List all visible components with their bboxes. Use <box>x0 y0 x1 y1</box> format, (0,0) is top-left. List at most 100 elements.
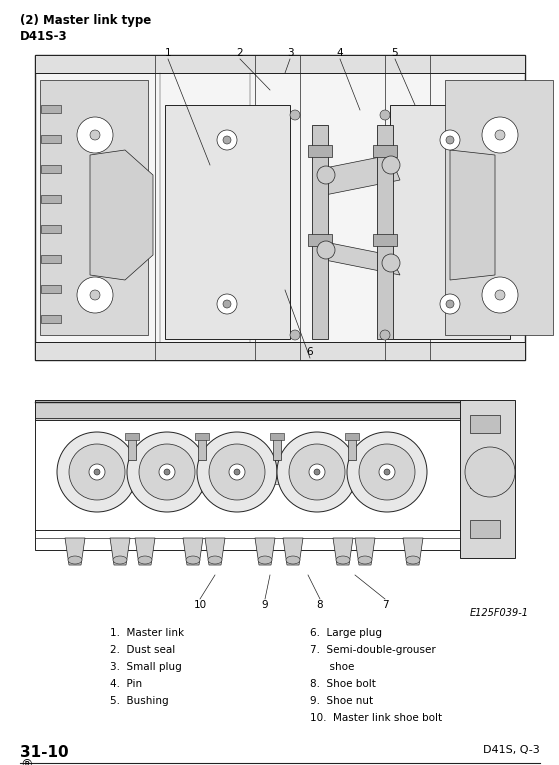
Circle shape <box>127 432 207 512</box>
Bar <box>41 195 61 203</box>
Polygon shape <box>355 538 375 565</box>
Bar <box>377 125 393 339</box>
Text: (2) Master link type: (2) Master link type <box>20 14 151 27</box>
Text: 5: 5 <box>392 48 399 58</box>
Circle shape <box>384 469 390 475</box>
Circle shape <box>347 432 427 512</box>
Bar <box>373 234 397 246</box>
Circle shape <box>446 300 454 308</box>
Circle shape <box>234 469 240 475</box>
Bar <box>312 125 328 339</box>
Ellipse shape <box>336 556 350 564</box>
Circle shape <box>139 444 195 500</box>
Bar <box>41 225 61 233</box>
Text: 8.  Shoe bolt: 8. Shoe bolt <box>310 679 376 689</box>
Bar <box>470 415 500 433</box>
Bar <box>195 433 209 440</box>
Text: 4: 4 <box>337 48 343 58</box>
Circle shape <box>380 330 390 340</box>
Bar <box>267 460 287 484</box>
Bar <box>373 145 397 157</box>
Ellipse shape <box>68 556 82 564</box>
Circle shape <box>159 464 175 480</box>
Text: 4.  Pin: 4. Pin <box>110 679 142 689</box>
Text: 9.  Shoe nut: 9. Shoe nut <box>310 696 373 706</box>
Bar <box>270 433 284 440</box>
Ellipse shape <box>358 556 372 564</box>
Circle shape <box>440 294 460 314</box>
Bar <box>390 105 510 339</box>
Circle shape <box>379 464 395 480</box>
Text: 3: 3 <box>287 48 293 58</box>
Bar <box>35 400 465 550</box>
Text: D41S-3: D41S-3 <box>20 30 68 43</box>
Circle shape <box>440 130 460 150</box>
Bar <box>470 520 500 538</box>
Bar <box>128 435 136 460</box>
Polygon shape <box>205 538 225 565</box>
Ellipse shape <box>258 556 272 564</box>
Bar <box>41 135 61 143</box>
Text: shoe: shoe <box>310 662 354 672</box>
Circle shape <box>217 294 237 314</box>
Bar <box>308 145 332 157</box>
Ellipse shape <box>186 556 200 564</box>
Circle shape <box>57 432 137 512</box>
Circle shape <box>69 444 125 500</box>
Bar <box>165 105 290 339</box>
Polygon shape <box>255 538 275 565</box>
Circle shape <box>223 300 231 308</box>
Polygon shape <box>283 538 303 565</box>
Circle shape <box>223 136 231 144</box>
Circle shape <box>482 277 518 313</box>
Bar <box>35 55 525 360</box>
Circle shape <box>277 432 357 512</box>
Text: 1: 1 <box>165 48 171 58</box>
Text: D41S, Q-3: D41S, Q-3 <box>483 745 540 755</box>
Text: 10: 10 <box>193 600 207 610</box>
Bar <box>470 470 500 488</box>
Bar <box>345 433 359 440</box>
Circle shape <box>94 469 100 475</box>
Bar <box>125 433 139 440</box>
Bar <box>308 234 332 246</box>
Polygon shape <box>450 150 495 280</box>
Circle shape <box>77 277 113 313</box>
Circle shape <box>482 117 518 153</box>
Circle shape <box>229 464 245 480</box>
Bar <box>35 55 525 73</box>
Bar <box>41 165 61 173</box>
Text: 5.  Bushing: 5. Bushing <box>110 696 169 706</box>
Text: 8: 8 <box>317 600 323 610</box>
Circle shape <box>77 117 113 153</box>
Bar <box>198 435 206 460</box>
Bar <box>348 435 356 460</box>
Circle shape <box>289 444 345 500</box>
Circle shape <box>380 110 390 120</box>
Circle shape <box>382 156 400 174</box>
Bar <box>41 315 61 323</box>
Text: 6.  Large plug: 6. Large plug <box>310 628 382 638</box>
Bar <box>41 255 61 263</box>
Circle shape <box>465 447 515 497</box>
Text: 9: 9 <box>262 600 268 610</box>
Text: 7: 7 <box>382 600 389 610</box>
Text: 1.  Master link: 1. Master link <box>110 628 184 638</box>
Ellipse shape <box>138 556 152 564</box>
Circle shape <box>209 444 265 500</box>
Polygon shape <box>315 240 400 275</box>
Polygon shape <box>333 538 353 565</box>
Bar <box>197 460 207 484</box>
Text: ®: ® <box>20 758 32 765</box>
Circle shape <box>317 241 335 259</box>
Bar <box>460 400 515 558</box>
Circle shape <box>290 110 300 120</box>
Circle shape <box>217 130 237 150</box>
Circle shape <box>382 254 400 272</box>
Circle shape <box>446 136 454 144</box>
Polygon shape <box>403 538 423 565</box>
Circle shape <box>197 432 277 512</box>
Circle shape <box>309 464 325 480</box>
Bar <box>273 435 281 460</box>
Bar <box>35 342 525 360</box>
